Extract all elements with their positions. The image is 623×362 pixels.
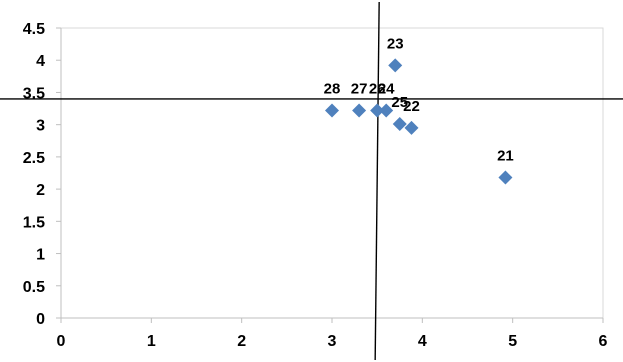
data-point-27 [352, 103, 367, 118]
data-point-25 [392, 117, 407, 132]
plot-area [60, 27, 604, 319]
x-tick-label: 4 [418, 333, 427, 350]
data-point-26 [370, 103, 385, 118]
data-label-25: 25 [391, 94, 408, 111]
y-tick-label: 2.5 [23, 150, 45, 167]
data-point-22 [404, 120, 419, 135]
data-point-23 [388, 58, 403, 73]
y-tick-label: 1 [36, 247, 45, 264]
y-tick-label: 0.5 [23, 279, 45, 296]
data-point-28 [325, 103, 339, 118]
data-label-21: 21 [497, 148, 514, 165]
data-label-26: 26 [369, 80, 386, 97]
y-tick-label: 2 [36, 182, 45, 199]
x-tick-label: 6 [599, 333, 608, 350]
y-tick-label: 0 [36, 311, 45, 328]
data-label-24: 24 [378, 80, 395, 97]
data-point-24 [379, 103, 394, 118]
y-tick-label: 3 [36, 118, 45, 135]
data-point-21 [498, 170, 513, 185]
x-tick-label: 5 [508, 333, 517, 350]
data-label-27: 27 [351, 80, 368, 97]
x-tick-label: 2 [237, 333, 246, 350]
y-tick-label: 1.5 [23, 214, 45, 231]
x-tick-label: 1 [147, 333, 156, 350]
x-tick-label: 3 [328, 333, 337, 350]
y-tick-label: 3.5 [23, 85, 45, 102]
data-label-28: 28 [324, 80, 341, 97]
x-tick-label: 0 [57, 333, 66, 350]
y-tick-label: 4 [36, 53, 45, 70]
y-tick-label: 4.5 [23, 21, 45, 38]
data-label-22: 22 [403, 98, 420, 115]
data-label-23: 23 [387, 35, 404, 52]
vertical-reference-line [374, 1, 380, 361]
